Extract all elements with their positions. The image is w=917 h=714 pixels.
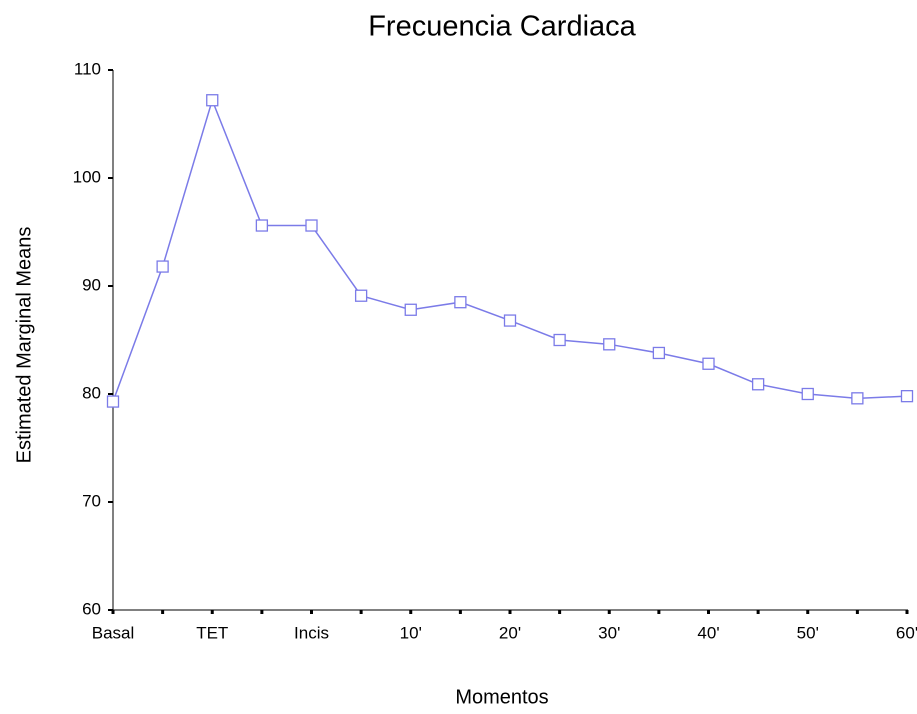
y-tick-label: 70 [82, 491, 101, 510]
y-tick-label: 90 [82, 275, 101, 294]
marker [801, 387, 814, 401]
x-tick-label: 10' [400, 623, 422, 642]
x-tick-label: 50' [797, 623, 819, 642]
marker [454, 296, 467, 309]
x-axis-title: Momentos [455, 686, 548, 708]
x-tick-label: 60' [896, 623, 917, 642]
x-tick-label: 20' [499, 623, 521, 642]
y-tick-label: 110 [74, 59, 101, 78]
marker [851, 392, 864, 405]
marker [900, 390, 914, 403]
marker [751, 378, 765, 391]
x-tick-label: TET [196, 623, 228, 642]
y-axis-title: Estimated Marginal Means [13, 227, 35, 464]
marker [106, 395, 120, 408]
line [112, 97, 908, 402]
marker [404, 303, 417, 316]
x-tick-label: Incis [294, 623, 329, 642]
y-tick-label: 80 [82, 383, 101, 402]
x-tick-label: 30' [598, 623, 620, 642]
marker [603, 338, 616, 351]
x-tick-label: 40' [697, 623, 719, 642]
x-tick-label: Basal [92, 623, 135, 642]
marker [305, 219, 318, 232]
y-tick-label: 60 [82, 599, 101, 618]
marker [255, 219, 269, 232]
marker [553, 333, 566, 347]
chart-title: Frecuencia Cardiaca [368, 11, 636, 43]
marker [354, 289, 368, 302]
marker [156, 260, 169, 273]
marker [503, 314, 517, 327]
marker [652, 346, 666, 360]
marker [206, 94, 219, 107]
marker [702, 357, 715, 370]
y-tick-label: 100 [73, 167, 101, 186]
